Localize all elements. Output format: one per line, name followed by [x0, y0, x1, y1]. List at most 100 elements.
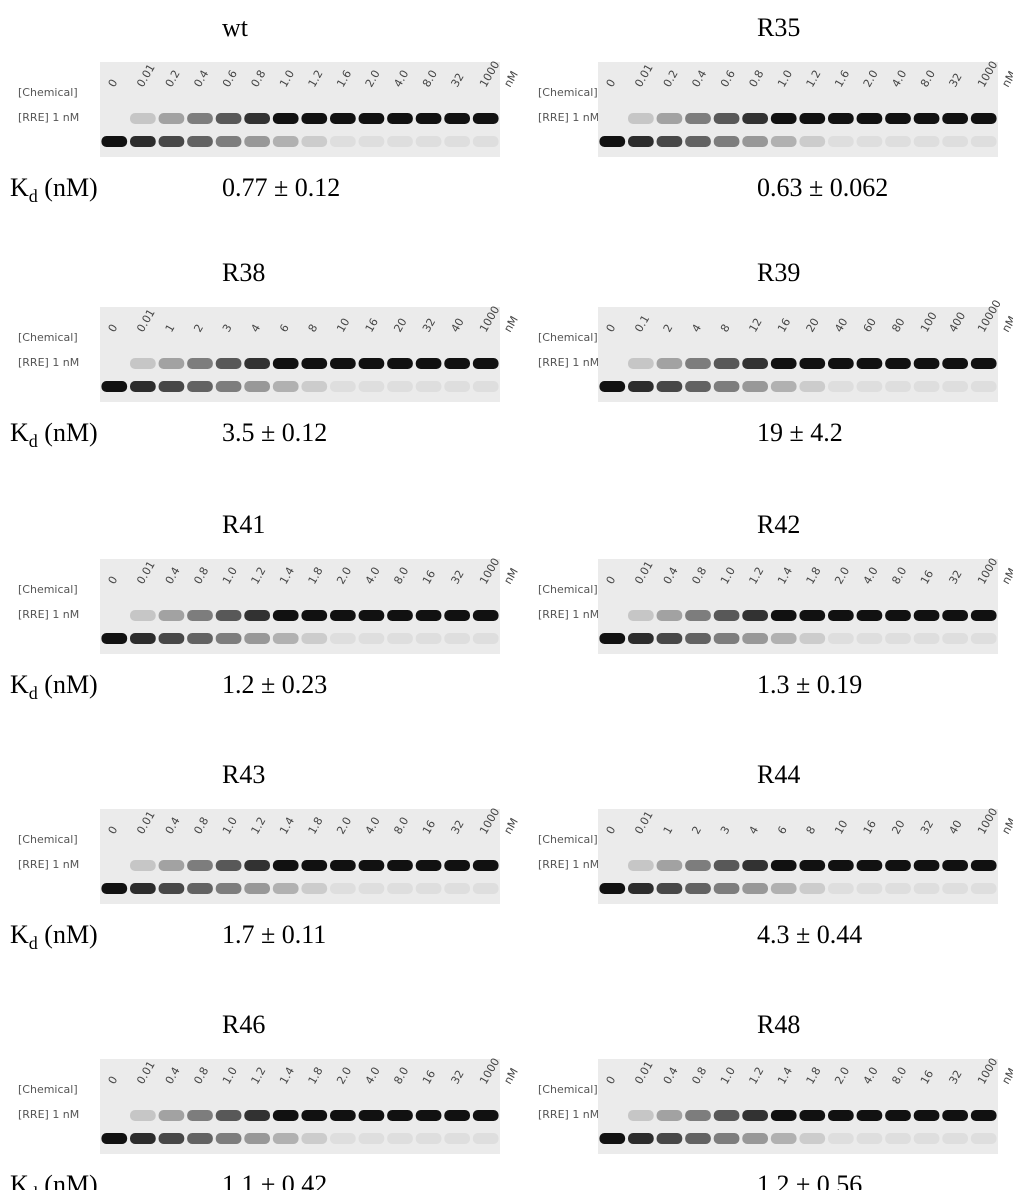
- bound-band: [628, 1110, 654, 1121]
- kd-value: 0.77 ± 0.12: [222, 173, 340, 202]
- bound-band: [914, 113, 940, 124]
- bound-band: [301, 113, 327, 124]
- bound-band: [244, 113, 270, 124]
- panel-title: wt: [222, 13, 249, 42]
- free-band: [187, 633, 213, 644]
- bound-band: [387, 1110, 413, 1121]
- free-band: [444, 1133, 470, 1144]
- free-band: [187, 883, 213, 894]
- free-band: [771, 883, 797, 894]
- bound-band: [885, 1110, 911, 1121]
- bound-band: [942, 1110, 968, 1121]
- free-band: [130, 381, 156, 392]
- free-band: [914, 381, 940, 392]
- kd-value: 0.63 ± 0.062: [757, 173, 888, 202]
- bound-band: [942, 113, 968, 124]
- bound-band: [444, 860, 470, 871]
- bound-band: [657, 358, 683, 369]
- free-band: [273, 633, 299, 644]
- free-band: [359, 136, 385, 147]
- bound-band: [885, 113, 911, 124]
- unit-label: nM: [999, 566, 1013, 587]
- free-band: [159, 381, 185, 392]
- free-band: [273, 381, 299, 392]
- bound-band: [444, 610, 470, 621]
- kd-sub: d: [29, 186, 38, 206]
- panel-title: R44: [757, 760, 800, 789]
- bound-band: [359, 610, 385, 621]
- free-band: [885, 883, 911, 894]
- bound-band: [742, 113, 768, 124]
- free-band: [628, 1133, 654, 1144]
- free-band: [828, 381, 854, 392]
- free-band: [685, 883, 711, 894]
- bound-band: [857, 358, 883, 369]
- free-band: [828, 1133, 854, 1144]
- free-band: [216, 633, 242, 644]
- free-band: [301, 136, 327, 147]
- chemical-label: [Chemical]: [538, 1083, 598, 1096]
- bound-band: [628, 610, 654, 621]
- free-band: [885, 381, 911, 392]
- free-band: [444, 136, 470, 147]
- free-band: [942, 381, 968, 392]
- bound-band: [273, 358, 299, 369]
- free-band: [857, 381, 883, 392]
- free-band: [771, 633, 797, 644]
- bound-band: [159, 358, 185, 369]
- free-band: [159, 1133, 185, 1144]
- bound-band: [685, 113, 711, 124]
- bound-band: [685, 358, 711, 369]
- free-band: [159, 883, 185, 894]
- free-band: [771, 136, 797, 147]
- bound-band: [685, 860, 711, 871]
- bound-band: [416, 113, 442, 124]
- bound-band: [971, 1110, 997, 1121]
- panel-title: R38: [222, 258, 265, 287]
- bound-band: [657, 610, 683, 621]
- kd-value: 1.2 ± 0.23: [222, 670, 327, 699]
- free-band: [101, 633, 127, 644]
- bound-band: [799, 1110, 825, 1121]
- kd-sub: d: [29, 933, 38, 953]
- bound-band: [387, 113, 413, 124]
- bound-band: [914, 358, 940, 369]
- free-band: [971, 1133, 997, 1144]
- bound-band: [216, 610, 242, 621]
- free-band: [857, 1133, 883, 1144]
- rre-label: [RRE] 1 nM: [538, 858, 599, 871]
- free-band: [444, 381, 470, 392]
- rre-label: [RRE] 1 nM: [538, 1108, 599, 1121]
- bound-band: [416, 610, 442, 621]
- bound-band: [799, 860, 825, 871]
- bound-band: [473, 610, 499, 621]
- kd-main: K: [10, 173, 29, 202]
- free-band: [301, 633, 327, 644]
- bound-band: [473, 113, 499, 124]
- free-band: [771, 381, 797, 392]
- kd-main: K: [10, 1170, 29, 1190]
- bound-band: [942, 610, 968, 621]
- bound-band: [742, 1110, 768, 1121]
- bound-band: [130, 1110, 156, 1121]
- free-band: [799, 883, 825, 894]
- chemical-label: [Chemical]: [538, 331, 598, 344]
- free-band: [130, 1133, 156, 1144]
- bound-band: [828, 610, 854, 621]
- free-band: [714, 381, 740, 392]
- unit-label: nM: [501, 1066, 520, 1087]
- chemical-label: [Chemical]: [18, 583, 78, 596]
- bound-band: [971, 113, 997, 124]
- kd-unit: (nM): [38, 920, 98, 949]
- bound-band: [628, 358, 654, 369]
- unit-label: nM: [999, 69, 1013, 90]
- free-band: [599, 1133, 625, 1144]
- bound-band: [301, 1110, 327, 1121]
- free-band: [914, 1133, 940, 1144]
- free-band: [799, 381, 825, 392]
- bound-band: [359, 113, 385, 124]
- free-band: [742, 381, 768, 392]
- rre-label: [RRE] 1 nM: [538, 111, 599, 124]
- chemical-label: [Chemical]: [18, 331, 78, 344]
- free-band: [473, 381, 499, 392]
